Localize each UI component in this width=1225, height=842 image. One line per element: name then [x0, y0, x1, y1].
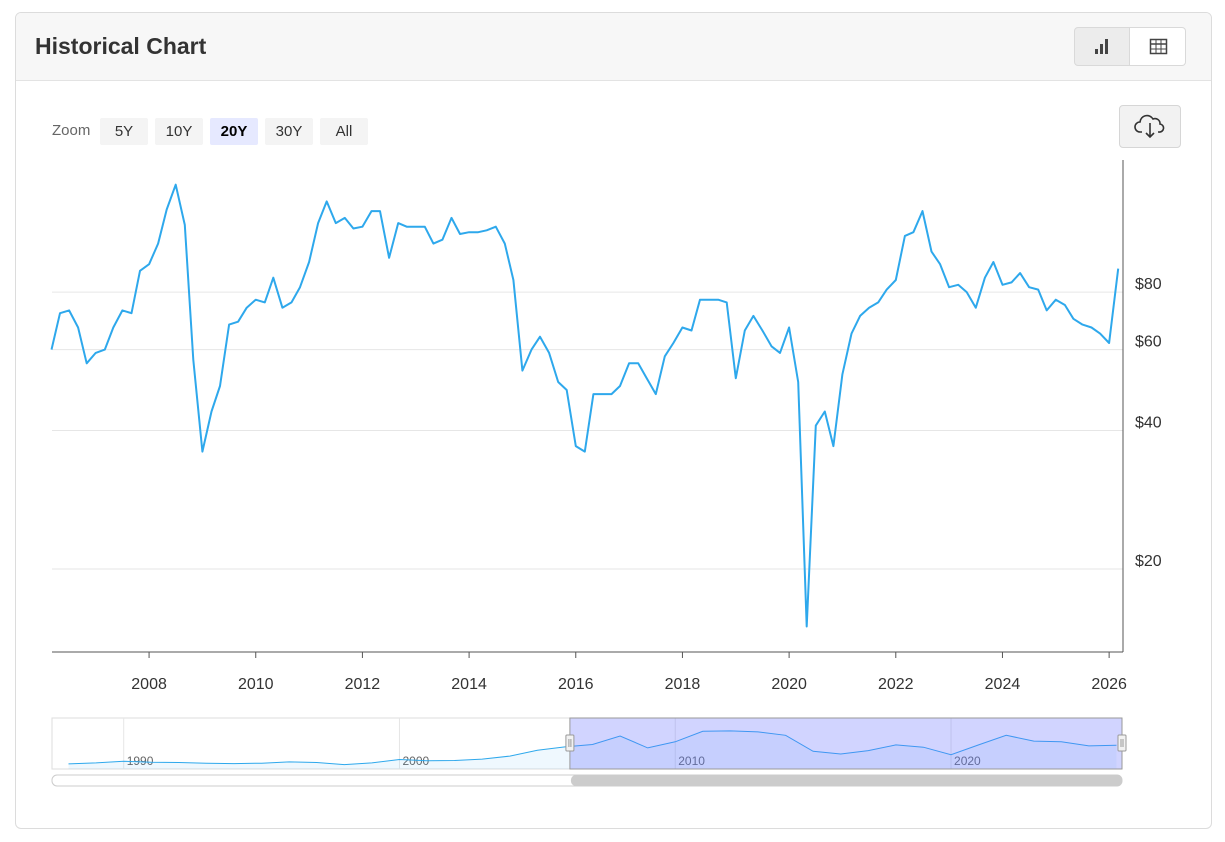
- navigator-handle[interactable]: [565, 734, 575, 752]
- chart-card: Historical Chart: [15, 12, 1212, 829]
- table-icon: [1149, 38, 1168, 55]
- table-view-button[interactable]: [1130, 27, 1186, 66]
- zoom-button[interactable]: All: [320, 118, 368, 145]
- download-icon: [1134, 114, 1165, 139]
- x-tick-label: 2022: [878, 676, 914, 693]
- zoom-button[interactable]: 20Y: [210, 118, 258, 145]
- x-tick-label: 2010: [238, 676, 274, 693]
- x-tick-label: 2018: [665, 676, 701, 693]
- zoom-button[interactable]: 5Y: [100, 118, 148, 145]
- x-tick-label: 2008: [131, 676, 167, 693]
- x-tick-label: 2012: [345, 676, 381, 693]
- navigator-tick-label: 2010: [678, 754, 705, 768]
- scrollbar-thumb[interactable]: [570, 775, 1122, 786]
- navigator-tick-label: 2000: [402, 754, 429, 768]
- y-tick-label: $40: [1135, 415, 1162, 432]
- y-tick-label: $20: [1135, 553, 1162, 570]
- y-tick-label: $80: [1135, 276, 1162, 293]
- navigator-tick-label: 1990: [127, 754, 154, 768]
- bar-icon: [1095, 39, 1108, 54]
- y-tick-label: $60: [1135, 334, 1162, 351]
- x-tick-label: 2020: [771, 676, 807, 693]
- card-title: Historical Chart: [35, 33, 207, 59]
- navigator-line: [68, 730, 1117, 766]
- navigator-handle[interactable]: [1117, 734, 1127, 752]
- x-tick-label: 2016: [558, 676, 594, 693]
- navigator-tick-label: 2020: [954, 754, 981, 768]
- download-button[interactable]: [1119, 105, 1181, 148]
- x-tick-label: 2024: [985, 676, 1021, 693]
- zoom-button[interactable]: 10Y: [155, 118, 203, 145]
- navigator-area: [68, 730, 1117, 769]
- card-header: Historical Chart: [16, 13, 1211, 81]
- x-tick-label: 2014: [451, 676, 487, 693]
- x-tick-label: 2026: [1091, 676, 1127, 693]
- navigator-selection: [569, 717, 1123, 770]
- chart-view-button[interactable]: [1074, 27, 1130, 66]
- price-line: [50, 183, 1120, 628]
- zoom-button[interactable]: 30Y: [265, 118, 313, 145]
- zoom-label: Zoom: [52, 122, 91, 139]
